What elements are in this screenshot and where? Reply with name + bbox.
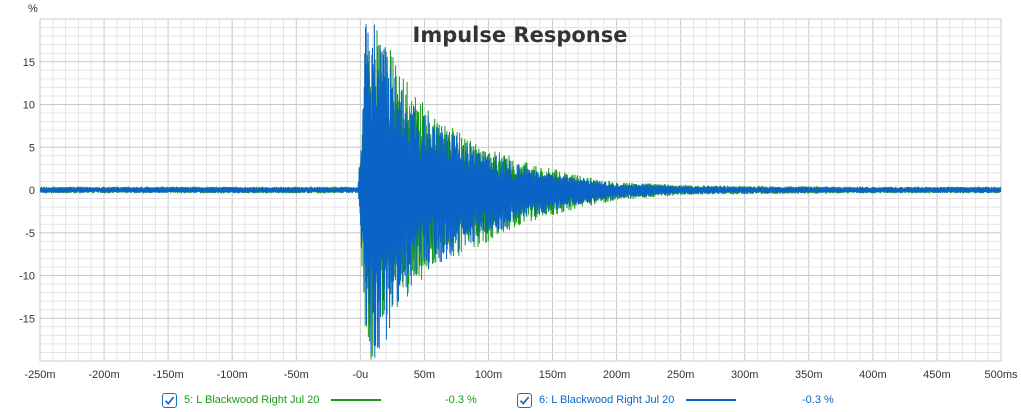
x-tick-label: -100m	[217, 369, 248, 381]
x-tick-label: 50m	[414, 369, 435, 381]
series-5-value: -0.3 %	[445, 394, 477, 406]
series-6-checkbox[interactable]	[517, 392, 532, 408]
x-tick-label: -150m	[153, 369, 184, 381]
y-tick-label: 0	[29, 185, 35, 197]
x-tick-label: 300m	[731, 369, 759, 381]
series-6-trace	[40, 24, 1001, 358]
legend-entry-series-5: 5: L Blackwood Right Jul 20	[162, 390, 382, 410]
series-layer	[40, 24, 1001, 360]
legend-entry-series-6: 6: L Blackwood Right Jul 20	[517, 390, 737, 410]
y-axis-unit: %	[28, 3, 38, 15]
y-tick-label: -15	[19, 313, 35, 325]
x-tick-label: 350m	[795, 369, 823, 381]
x-tick-label: 250m	[667, 369, 695, 381]
x-tick-label: 150m	[539, 369, 567, 381]
y-tick-label: 15	[23, 57, 35, 69]
y-tick-label: -5	[25, 228, 35, 240]
check-icon	[164, 396, 175, 405]
x-tick-label: 400m	[859, 369, 887, 381]
x-tick-label: -0u	[352, 369, 368, 381]
series-6-line-swatch	[686, 399, 737, 401]
series-6-label: 6: L Blackwood Right Jul 20	[539, 394, 675, 406]
y-tick-label: -10	[19, 271, 35, 283]
x-tick-label: -50m	[284, 369, 309, 381]
axis-labels: -250m -200m -150m -100m -50m -0u 50m 100m 150m 20…	[19, 57, 1018, 381]
chart-title: Impulse Response	[413, 23, 628, 47]
x-tick-label: -200m	[88, 369, 119, 381]
x-tick-label: 200m	[603, 369, 631, 381]
impulse-response-chart: -250m -200m -150m -100m -50m -0u 50m 100m 150m 20…	[19, 3, 1018, 381]
series-5-line-swatch	[331, 399, 382, 401]
y-tick-label: 5	[29, 142, 35, 154]
x-tick-label: 450m	[923, 369, 951, 381]
check-icon	[519, 396, 530, 405]
y-tick-label: 10	[23, 100, 35, 112]
x-tick-label: 100m	[475, 369, 503, 381]
x-tick-label: -250m	[24, 369, 55, 381]
series-5-label: 5: L Blackwood Right Jul 20	[184, 394, 320, 406]
series-6-value: -0.3 %	[802, 394, 834, 406]
series-5-checkbox[interactable]	[162, 392, 177, 408]
x-tick-label: 500ms	[984, 369, 1018, 381]
